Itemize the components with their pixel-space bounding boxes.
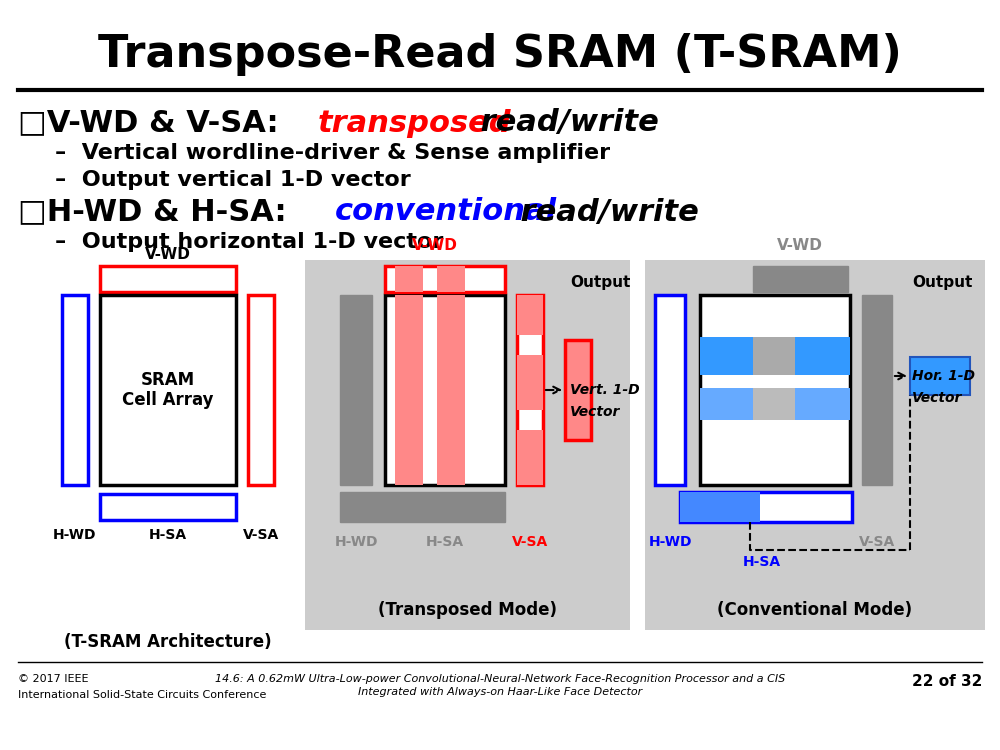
Bar xyxy=(700,388,850,420)
Text: V-SA: V-SA xyxy=(243,528,279,542)
Bar xyxy=(437,266,465,292)
Text: Output: Output xyxy=(912,274,972,290)
Bar xyxy=(62,295,88,485)
Text: Vert. 1-D: Vert. 1-D xyxy=(570,383,640,397)
Bar xyxy=(100,295,236,485)
Bar xyxy=(700,337,850,375)
Bar xyxy=(645,260,985,630)
Text: □V-WD & V-SA:: □V-WD & V-SA: xyxy=(18,109,289,137)
Text: read/write: read/write xyxy=(510,197,699,226)
Bar xyxy=(753,337,795,375)
Bar xyxy=(700,295,850,485)
Bar xyxy=(517,295,543,485)
Bar xyxy=(395,266,423,292)
Text: Output: Output xyxy=(570,274,630,290)
Bar xyxy=(753,266,848,292)
Bar xyxy=(385,295,505,485)
Bar xyxy=(100,266,236,292)
Bar xyxy=(655,295,685,485)
Bar xyxy=(517,355,543,410)
Text: □H-WD & H-SA:: □H-WD & H-SA: xyxy=(18,197,297,226)
Bar xyxy=(248,295,274,485)
Bar xyxy=(517,430,543,485)
Text: © 2017 IEEE: © 2017 IEEE xyxy=(18,674,88,684)
Bar xyxy=(305,260,630,630)
Bar xyxy=(517,295,543,335)
Text: H-WD: H-WD xyxy=(648,535,692,549)
Text: (Transposed Mode): (Transposed Mode) xyxy=(378,601,556,619)
Text: Vector: Vector xyxy=(912,391,962,405)
Text: Transpose-Read SRAM (T-SRAM): Transpose-Read SRAM (T-SRAM) xyxy=(98,34,902,76)
Text: V-WD: V-WD xyxy=(145,247,191,262)
Text: 22 of 32: 22 of 32 xyxy=(912,674,982,689)
Bar xyxy=(385,266,505,292)
Text: Hor. 1-D: Hor. 1-D xyxy=(912,369,975,383)
Text: H-SA: H-SA xyxy=(149,528,187,542)
Text: –  Output vertical 1-D vector: – Output vertical 1-D vector xyxy=(55,170,411,190)
Text: V-SA: V-SA xyxy=(859,535,895,549)
Bar xyxy=(910,357,970,395)
Bar xyxy=(565,340,591,440)
Bar xyxy=(340,492,505,522)
Text: V-WD: V-WD xyxy=(777,238,823,253)
Text: 14.6: A 0.62mW Ultra-Low-power Convolutional-Neural-Network Face-Recognition Pro: 14.6: A 0.62mW Ultra-Low-power Convoluti… xyxy=(215,674,785,698)
Bar xyxy=(340,295,372,485)
Text: transposed: transposed xyxy=(318,109,512,137)
Bar xyxy=(437,295,465,485)
Bar xyxy=(395,295,423,485)
Text: –  Output horizontal 1-D vector: – Output horizontal 1-D vector xyxy=(55,232,443,252)
Bar xyxy=(753,388,795,420)
Text: conventional: conventional xyxy=(335,197,557,226)
Text: V-WD: V-WD xyxy=(412,238,458,253)
Text: SRAM
Cell Array: SRAM Cell Array xyxy=(122,370,214,410)
Bar xyxy=(862,295,892,485)
Text: H-SA: H-SA xyxy=(743,555,781,569)
Text: –  Vertical wordline-driver & Sense amplifier: – Vertical wordline-driver & Sense ampli… xyxy=(55,143,610,163)
Text: read/write: read/write xyxy=(470,109,659,137)
Text: H-WD: H-WD xyxy=(334,535,378,549)
Bar xyxy=(100,494,236,520)
Text: H-SA: H-SA xyxy=(426,535,464,549)
Bar xyxy=(680,492,760,522)
Text: International Solid-State Circuits Conference: International Solid-State Circuits Confe… xyxy=(18,690,266,700)
Text: V-SA: V-SA xyxy=(512,535,548,549)
Text: Vector: Vector xyxy=(570,405,620,419)
Bar xyxy=(680,492,852,522)
Text: (Conventional Mode): (Conventional Mode) xyxy=(717,601,913,619)
Text: (T-SRAM Architecture): (T-SRAM Architecture) xyxy=(64,633,272,651)
Text: H-WD: H-WD xyxy=(53,528,97,542)
